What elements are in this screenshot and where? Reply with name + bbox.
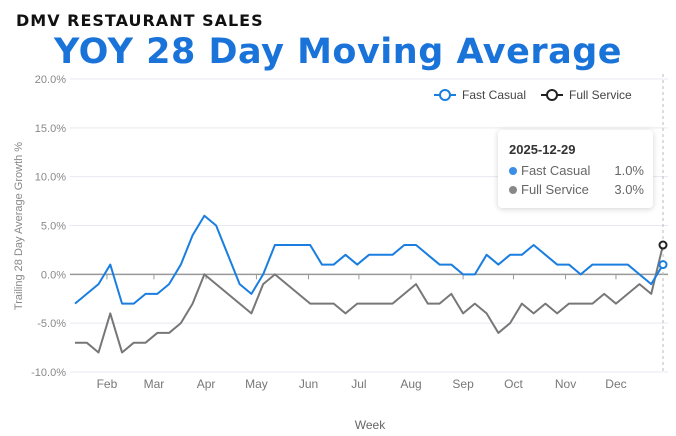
y-tick-label: 10.0% xyxy=(35,172,66,184)
tooltip-value: 1.0% xyxy=(614,163,644,178)
chart-title: YOY 28 Day Moving Average xyxy=(53,32,623,72)
brand-label: DMV RESTAURANT SALES xyxy=(16,11,264,30)
tooltip-row-fast-casual: Fast Casual 1.0% xyxy=(509,163,644,178)
x-tick-label: Jul xyxy=(351,377,366,391)
full-service-dot-icon xyxy=(509,186,517,194)
y-tick-label: -10.0% xyxy=(31,367,66,379)
legend-item: Full Service xyxy=(569,88,632,102)
legend-item: Fast Casual xyxy=(462,88,526,102)
tooltip-series-name: Fast Casual xyxy=(521,163,591,178)
y-tick-label: 20.0% xyxy=(35,74,66,86)
y-tick-label: 15.0% xyxy=(35,123,66,135)
x-tick-label: Aug xyxy=(400,377,421,391)
fast-casual-hover-point xyxy=(658,260,668,270)
tooltip: 2025-12-29 Fast Casual 1.0% Full Service 3… xyxy=(498,130,653,208)
x-tick-label: Sep xyxy=(452,377,474,391)
legend-marker-icon xyxy=(546,89,558,101)
legend-marker-icon xyxy=(439,89,451,101)
y-tick-label: 5.0% xyxy=(41,221,66,233)
tooltip-series-name: Full Service xyxy=(521,182,589,197)
tooltip-date: 2025-12-29 xyxy=(509,142,576,157)
y-axis-label: Trailing 28 Day Average Growth % xyxy=(13,142,25,310)
tooltip-value: 3.0% xyxy=(614,182,644,197)
x-tick-label: Oct xyxy=(504,377,523,391)
x-tick-label: Jun xyxy=(299,377,318,391)
full-service-hover-point xyxy=(658,240,668,250)
y-tick-label: 0.0% xyxy=(41,269,66,281)
fast-casual-line xyxy=(74,214,664,305)
full-service-line xyxy=(75,244,664,354)
fast-casual-dot-icon xyxy=(509,167,517,175)
y-tick-label: -5.0% xyxy=(37,318,66,330)
tooltip-row-full-service: Full Service 3.0% xyxy=(509,182,644,197)
x-tick-label: Mar xyxy=(144,377,165,391)
x-tick-label: Nov xyxy=(555,377,576,391)
x-tick-label: Feb xyxy=(97,377,118,391)
x-tick-label: Dec xyxy=(605,377,626,391)
x-tick-label: May xyxy=(245,377,268,391)
x-axis-label: Week xyxy=(355,418,386,432)
x-tick-label: Apr xyxy=(197,377,216,391)
